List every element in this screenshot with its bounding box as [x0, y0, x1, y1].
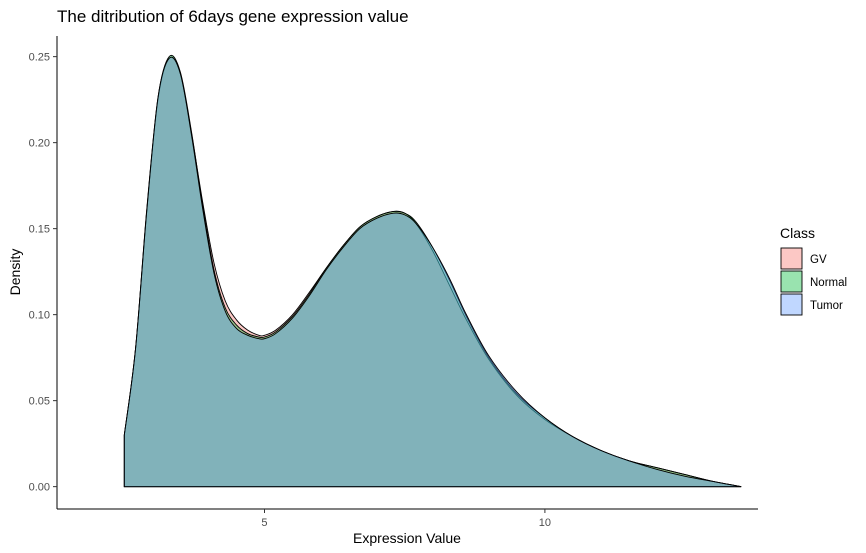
y-axis-title: Density [7, 249, 23, 296]
legend-label-normal: Normal [810, 277, 847, 289]
legend-title: Class [780, 225, 815, 241]
legend-key-normal [780, 270, 803, 293]
density-areas [123, 55, 742, 488]
x-tick-label: 5 [261, 517, 267, 529]
chart-title: The ditribution of 6days gene expression… [57, 7, 409, 26]
x-axis-title: Expression Value [353, 530, 461, 546]
x-axis-ticks: 5 10 [261, 509, 551, 529]
legend-key-tumor [780, 293, 803, 316]
y-tick-label: 0.05 [29, 396, 50, 408]
x-tick-label: 10 [539, 517, 551, 529]
y-tick-label: 0.20 [29, 138, 50, 150]
legend-label-tumor: Tumor [810, 300, 843, 312]
y-tick-label: 0.10 [29, 310, 50, 322]
legend-label-gv: GV [810, 254, 827, 266]
y-axis-ticks: 0.00 0.05 0.10 0.15 0.20 0.25 [29, 52, 57, 494]
density-area-tumor [123, 56, 742, 488]
legend: Class GV Normal Tumor [780, 225, 847, 316]
y-tick-label: 0.00 [29, 482, 50, 494]
y-tick-label: 0.25 [29, 52, 50, 64]
legend-key-gv [780, 247, 803, 270]
y-tick-label: 0.15 [29, 224, 50, 236]
